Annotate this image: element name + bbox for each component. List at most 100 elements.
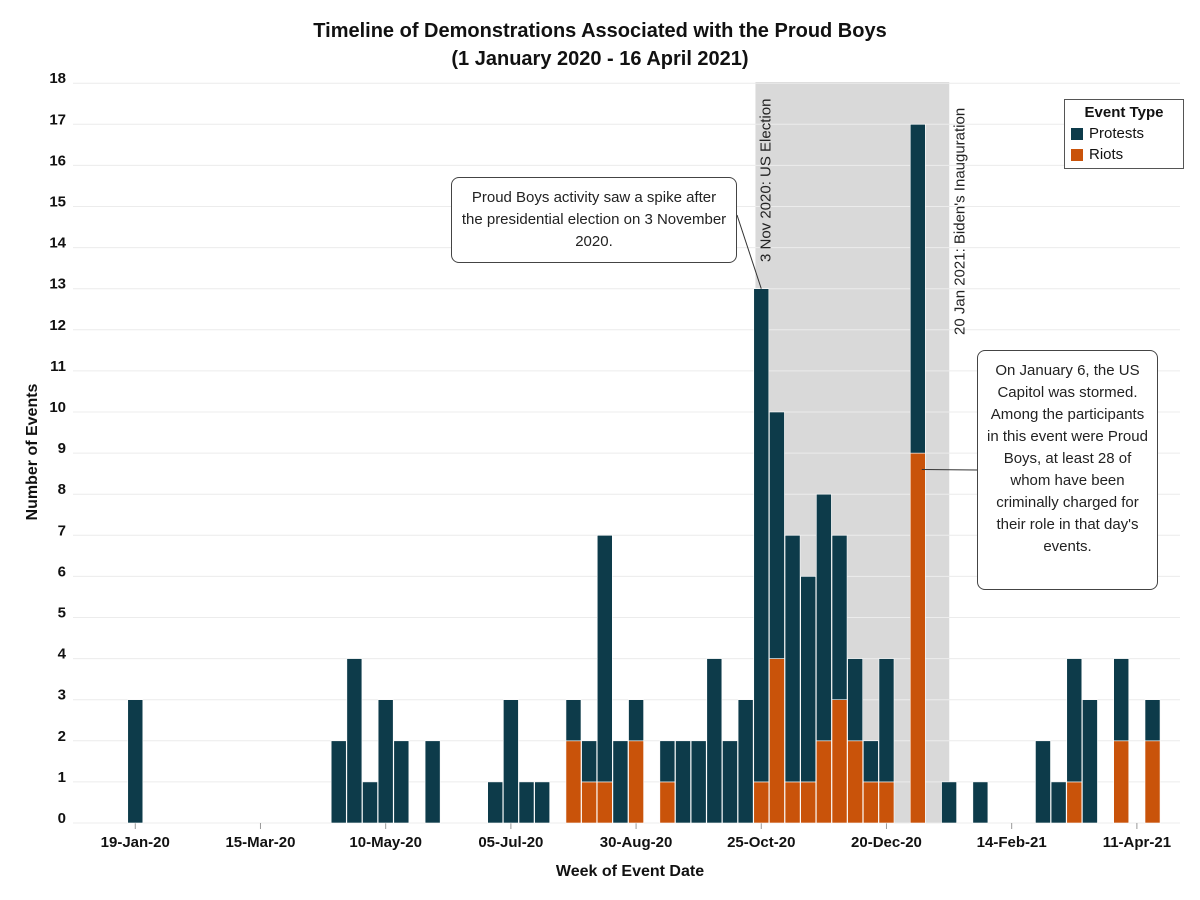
riots-bar [565,740,582,824]
protests-bar [1082,699,1098,824]
x-tick-label: 30-Aug-20 [600,834,673,851]
protests-bar [362,781,378,824]
x-tick-label: 20-Dec-20 [851,834,922,851]
legend-title: Event Type [1084,104,1164,121]
protests-bar [612,740,629,824]
protests-bar [581,740,597,783]
protests-bar [784,534,801,783]
protests-bar [393,740,410,824]
riots-bar [753,781,770,824]
protests-bar [518,781,535,824]
chart-subtitle: (1 January 2020 - 16 April 2021) [451,48,749,70]
y-tick-label: 14 [49,235,66,252]
protests-bar [847,658,864,742]
legend: Event Type Protests Riots [1064,99,1184,169]
protests-bar [753,288,770,783]
y-tick-label: 10 [49,399,66,416]
y-tick-label: 7 [58,522,66,539]
legend-label-protests: Protests [1089,125,1145,142]
protests-swatch [1071,127,1083,140]
election-annotation-pointer [736,214,762,289]
y-tick-label: 5 [58,605,66,622]
protests-bar [941,781,957,824]
riots-bar [581,781,597,824]
y-tick-label: 2 [58,728,66,745]
protests-bar [330,740,347,824]
y-tick-label: 18 [49,70,66,87]
riots-bar [769,658,785,824]
protests-bar [565,699,582,742]
riots-swatch [1071,148,1083,161]
y-tick-label: 6 [58,563,66,580]
protests-bar [769,411,785,659]
y-tick-label: 3 [58,687,66,704]
protests-bar [503,699,519,824]
protests-bar [534,781,551,824]
x-tick-label: 15-Mar-20 [225,834,295,851]
riots-bar [1144,740,1161,824]
protests-bar [675,740,691,824]
riots-bar [909,452,926,824]
protests-bar [1066,658,1083,783]
protests-bar [816,493,832,742]
y-tick-label: 17 [49,111,66,128]
riots-bar [784,781,801,824]
riots-bar [1113,740,1130,824]
election-reference-label: 3 Nov 2020: US Election [757,99,774,262]
y-tick-label: 12 [49,317,66,334]
riots-bar [862,781,879,824]
y-tick-label: 11 [50,358,66,375]
protests-bar [1035,740,1051,824]
y-tick-label: 4 [58,646,67,663]
protests-bar [831,534,848,700]
protests-bar [878,658,895,783]
protests-bar [377,699,394,824]
protests-bar [737,699,754,824]
x-tick-label: 25-Oct-20 [727,834,795,851]
riots-bar [816,740,832,824]
protests-bar [1050,781,1067,824]
inauguration-reference-label: 20 Jan 2021: Biden's Inauguration [951,108,968,335]
legend-item-protests: Protests [1071,123,1177,144]
protests-bar [1113,658,1130,742]
protests-bar [659,740,676,783]
protests-bar [972,781,989,824]
x-axis-label: Week of Event Date [556,863,704,880]
x-tick-label: 11-Apr-21 [1103,834,1171,851]
riots-bar [878,781,895,824]
y-tick-label: 8 [58,481,66,498]
protests-bar [909,124,926,454]
protests-bar [346,658,363,824]
y-tick-label: 16 [49,152,66,169]
protests-bar [628,699,644,742]
riots-bar [1066,781,1083,824]
riots-bar [596,781,613,824]
x-tick-label: 14-Feb-21 [977,834,1047,851]
y-axis-label: Number of Events [24,383,41,520]
x-tick-label: 10-May-20 [349,834,422,851]
protests-bar [424,740,441,824]
y-tick-label: 1 [58,769,66,786]
chart-title: Timeline of Demonstrations Associated wi… [313,20,887,42]
riots-bar [659,781,676,824]
y-tick-label: 15 [49,194,66,211]
protests-bar [690,740,707,824]
capitol-annotation: On January 6, the US Capitol was stormed… [977,350,1158,590]
protests-bar [127,699,144,824]
riots-bar [628,740,644,824]
x-tick-label: 19-Jan-20 [101,834,170,851]
riots-bar [831,699,848,824]
protests-bar [800,576,817,783]
election-annotation: Proud Boys activity saw a spike after th… [451,177,737,263]
protests-bar [706,658,723,824]
y-tick-label: 13 [49,276,66,293]
protests-bar [487,781,504,824]
y-tick-label: 0 [58,810,66,827]
riots-bar [800,781,817,824]
protests-bar [1144,699,1161,742]
protests-bar [862,740,879,783]
protests-bar [596,534,613,783]
riots-bar [847,740,864,824]
legend-label-riots: Riots [1089,146,1124,163]
